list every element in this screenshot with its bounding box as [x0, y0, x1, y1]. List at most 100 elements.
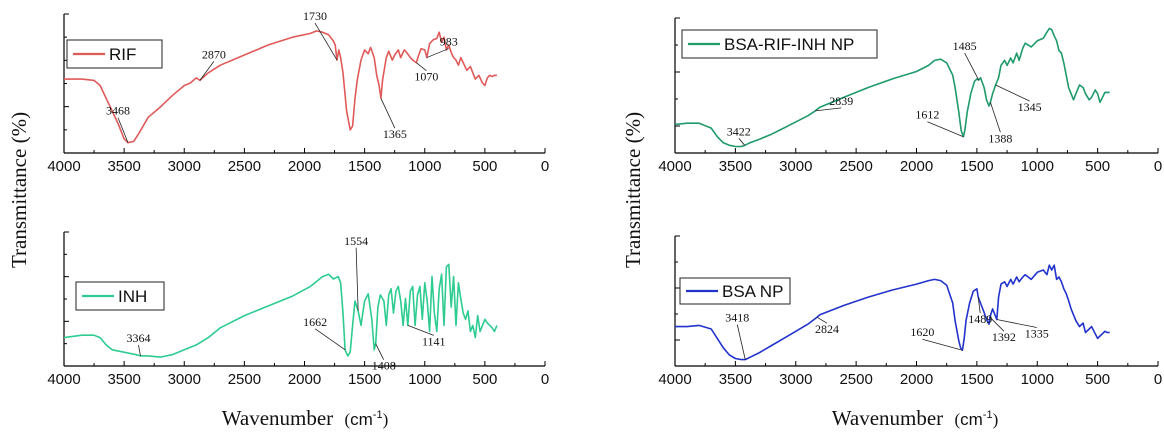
- peak-leader: [990, 102, 1001, 133]
- peak-label: 1392: [992, 330, 1016, 344]
- y-axis-title-right: Transmittance (%): [621, 112, 645, 268]
- series-line-inh: [63, 263, 498, 358]
- legend-label: BSA NP: [722, 282, 783, 301]
- x-tick-label: 4000: [658, 371, 691, 388]
- peak-label: 1345: [1018, 100, 1042, 114]
- legend-label: INH: [118, 287, 147, 306]
- peak-label: 3468: [106, 104, 130, 118]
- x-tick-label: 2500: [839, 371, 872, 388]
- x-tick-label: 4000: [47, 158, 80, 175]
- peak-label: 983: [440, 35, 458, 49]
- x-axis-unit-left: (: [344, 410, 350, 429]
- x-tick-label: 1500: [348, 371, 381, 388]
- x-tick-label: 500: [1085, 371, 1110, 388]
- peak-leader: [407, 325, 434, 336]
- peak-label: 1388: [988, 131, 1012, 145]
- peak-label: 3418: [725, 311, 749, 325]
- x-tick-label: 3500: [719, 371, 752, 388]
- peak-label: 3364: [126, 331, 150, 345]
- series-line-rif: [64, 30, 497, 144]
- x-axis-title-right: Wavenumber (cm-1): [832, 406, 998, 430]
- x-tick-label: 2500: [228, 158, 261, 175]
- x-tick-label: 1000: [408, 158, 441, 175]
- x-tick-label: 3000: [168, 371, 201, 388]
- peak-leader: [355, 247, 359, 311]
- peak-leader: [816, 316, 828, 324]
- peak-leader: [989, 316, 1005, 332]
- series-line-bsa-rif-inh-np: [674, 27, 1110, 148]
- x-tick-label: 2500: [228, 371, 261, 388]
- x-axis-title-left: Wavenumber (cm-1): [222, 406, 388, 430]
- x-axis-unit-right: (: [954, 410, 960, 429]
- peak-label: 2870: [202, 47, 226, 61]
- x-axis-title-left-text: Wavenumber: [222, 406, 333, 430]
- peak-label: 1335: [1025, 327, 1049, 341]
- peak-leader: [314, 22, 338, 61]
- peak-leader: [927, 121, 964, 138]
- x-tick-label: 3000: [779, 371, 812, 388]
- x-axis-title-right-text: Wavenumber: [832, 406, 943, 430]
- peak-label: 1620: [910, 325, 934, 339]
- x-tick-label: 500: [472, 158, 497, 175]
- y-axis-title-left: Transmittance (%): [7, 112, 31, 268]
- x-tick-label: 1000: [1021, 158, 1054, 175]
- peak-label: 1408: [372, 359, 396, 373]
- series-line-bsa-np: [675, 264, 1110, 361]
- peak-label: 1489: [968, 312, 992, 326]
- x-tick-label: 2000: [288, 371, 321, 388]
- x-tick-label: 2000: [900, 371, 933, 388]
- peak-leader: [964, 52, 980, 81]
- x-tick-label: 3500: [107, 158, 140, 175]
- peak-leader: [375, 343, 385, 360]
- legend: RIF: [66, 39, 163, 69]
- x-tick-label: 500: [472, 371, 497, 388]
- peak-label: 1662: [303, 315, 327, 329]
- x-tick-label: 1500: [960, 371, 993, 388]
- legend-label: BSA-RIF-INH NP: [724, 35, 854, 54]
- x-tick-label: 0: [1154, 158, 1162, 175]
- x-tick-label: 1000: [1021, 371, 1054, 388]
- peak-leader: [380, 98, 396, 129]
- x-tick-label: 500: [1085, 158, 1110, 175]
- panel-top-right: 4000 3500 3000 2500 2000 1500 1000 500 0 BSA-RIF-…: [658, 17, 1162, 175]
- peak-label: 1070: [414, 70, 438, 84]
- peak-label: 2824: [815, 322, 839, 336]
- peak-label: 1485: [953, 39, 977, 53]
- legend: BSA NP: [679, 277, 791, 305]
- peak-leader: [738, 138, 746, 146]
- peak-leader: [815, 107, 842, 112]
- x-tick-label: 3000: [779, 158, 812, 175]
- legend-label: RIF: [109, 45, 136, 64]
- peak-leader: [736, 324, 746, 360]
- panel-top-left: 4000 3500 3000 2500 2000 1500 1000 500 0 RIF 3468 2…: [47, 9, 549, 175]
- x-tick-label: 0: [541, 158, 549, 175]
- peak-leader: [138, 344, 141, 356]
- x-axis-unit-right-close: ): [993, 410, 999, 429]
- x-tick-label: 4000: [47, 371, 80, 388]
- x-tick-label: 0: [541, 371, 549, 388]
- legend: BSA-RIF-INH NP: [681, 29, 878, 59]
- x-tick-label: 4000: [658, 158, 691, 175]
- peak-leader: [199, 61, 215, 81]
- peak-label: 1365: [383, 127, 407, 141]
- x-axis-unit-right-cm: cm: [960, 410, 983, 429]
- x-tick-label: 3500: [107, 371, 140, 388]
- x-tick-label: 1500: [960, 158, 993, 175]
- peak-label: 2839: [829, 94, 853, 108]
- x-axis-unit-left-cm: cm: [350, 410, 373, 429]
- peak-label: 1554: [344, 234, 368, 248]
- x-axis-unit-left-exp: -1: [373, 409, 383, 421]
- peak-label: 1612: [915, 108, 939, 122]
- x-axis-unit-right-exp: -1: [983, 409, 993, 421]
- peak-label: 1141: [422, 334, 446, 348]
- x-tick-label: 1500: [348, 158, 381, 175]
- peak-label: 3422: [727, 124, 751, 138]
- legend: INH: [75, 281, 165, 311]
- x-tick-label: 3500: [719, 158, 752, 175]
- x-tick-label: 1000: [408, 371, 441, 388]
- peak-leader: [416, 62, 427, 71]
- peak-leader: [426, 48, 449, 58]
- x-tick-label: 3000: [168, 158, 201, 175]
- peak-label: 1730: [303, 9, 327, 23]
